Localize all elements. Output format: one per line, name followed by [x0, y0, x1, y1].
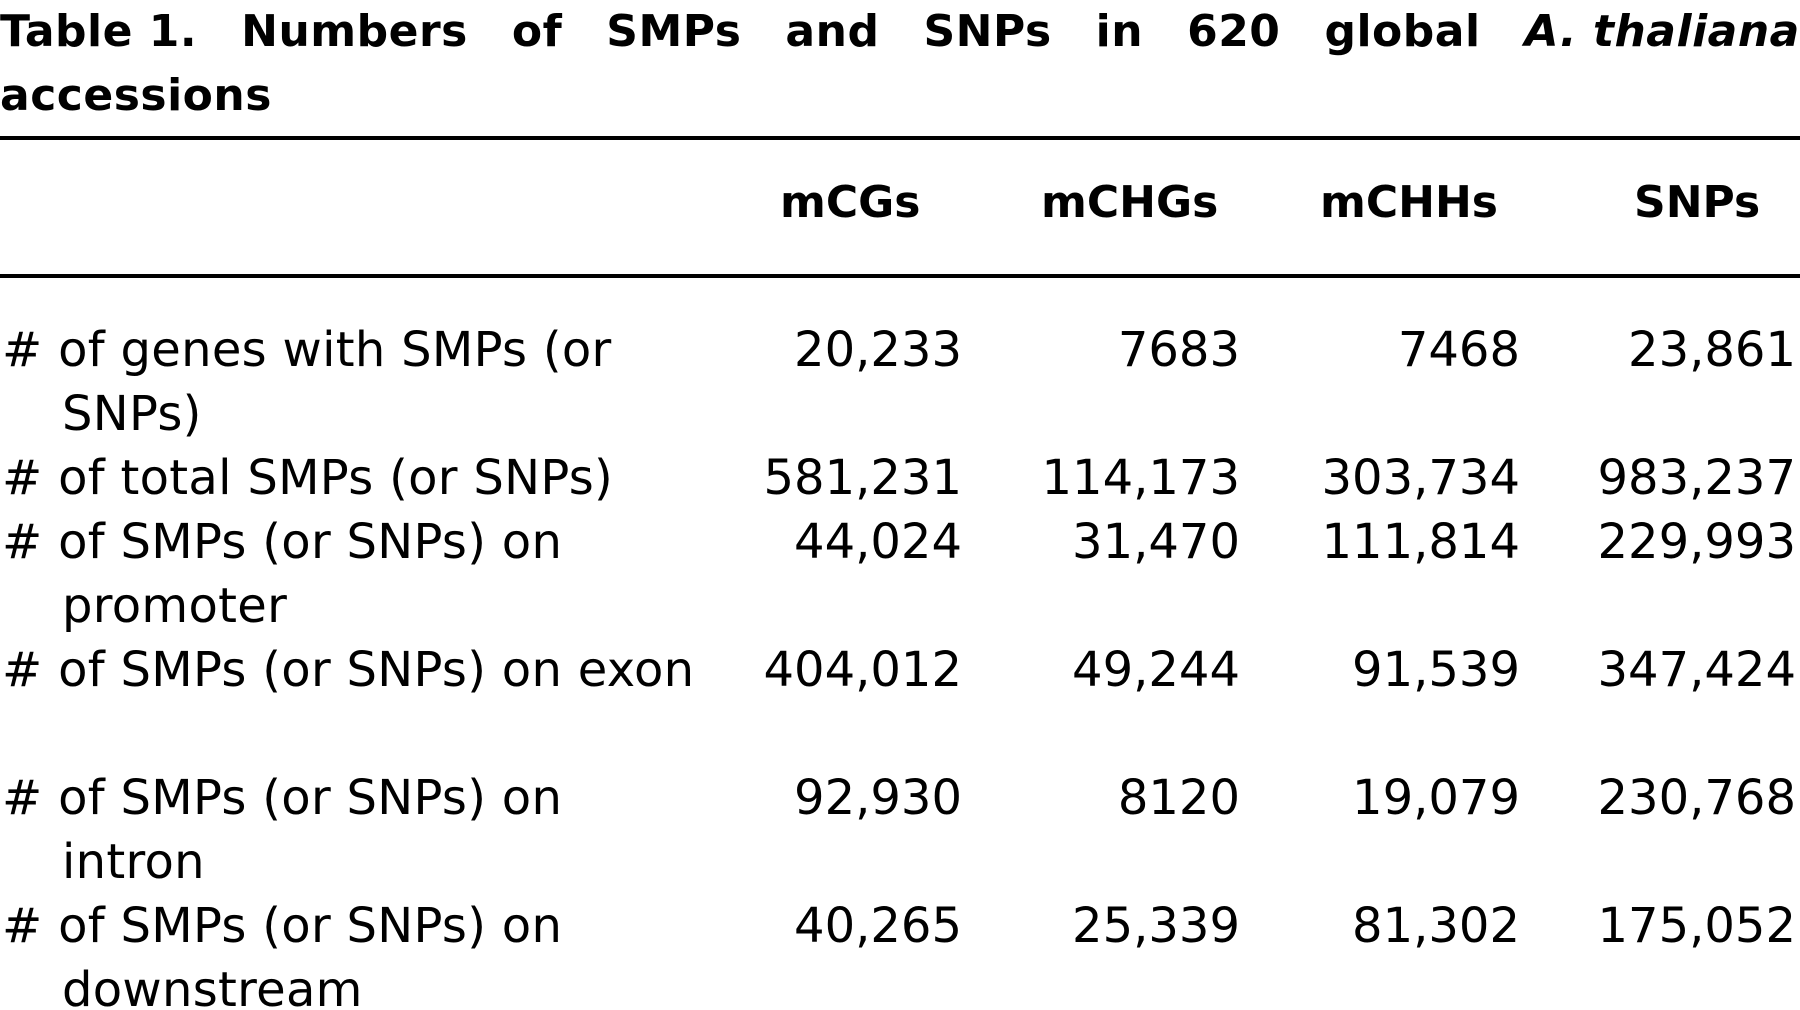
cell-mchgs: 8120	[1117, 770, 1240, 826]
cell-mchgs: 7683	[1117, 322, 1240, 378]
top-rule	[0, 136, 1800, 140]
caption-species: A. thaliana	[1524, 6, 1800, 57]
cell-mchgs: 31,470	[1072, 514, 1240, 570]
row-label: # of SMPs (or SNPs) on intron	[2, 770, 563, 890]
caption-word: 620	[1187, 6, 1281, 57]
header-rule	[0, 274, 1800, 278]
cell-mcgs: 40,265	[794, 898, 962, 954]
cell-mchhs: 81,302	[1352, 898, 1520, 954]
caption-word: SNPs	[923, 6, 1052, 57]
caption-word: of	[511, 6, 563, 57]
cell-snps: 347,424	[1597, 642, 1797, 698]
cell-mchgs: 25,339	[1072, 898, 1240, 954]
cell-mcgs: 44,024	[794, 514, 962, 570]
caption-word: and	[785, 6, 880, 57]
caption-label: Table 1.	[0, 6, 198, 57]
cell-snps: 983,237	[1597, 450, 1797, 506]
cell-snps: 175,052	[1597, 898, 1797, 954]
caption-line-1: Table 1. Numbers of SMPs and SNPs in 620…	[0, 0, 1800, 64]
cell-snps: 23,861	[1628, 322, 1796, 378]
cell-mchgs: 114,173	[1041, 450, 1241, 506]
column-header-mcgs: mCGs	[780, 177, 921, 228]
column-header-mchgs: mCHGs	[1041, 177, 1219, 228]
cell-mcgs: 92,930	[794, 770, 962, 826]
cell-mcgs: 20,233	[794, 322, 962, 378]
cell-mchhs: 19,079	[1352, 770, 1520, 826]
table-caption: Table 1. Numbers of SMPs and SNPs in 620…	[0, 0, 1800, 128]
row-label: # of SMPs (or SNPs) on downstream	[2, 898, 563, 1010]
cell-mcgs: 581,231	[763, 450, 963, 506]
caption-line-2: accessions	[0, 70, 272, 121]
cell-mchgs: 49,244	[1072, 642, 1240, 698]
column-header-snps: SNPs	[1634, 177, 1761, 228]
row-label: # of genes with SMPs (or SNPs)	[2, 322, 612, 442]
column-header-mchhs: mCHHs	[1320, 177, 1498, 228]
cell-mchhs: 111,814	[1321, 514, 1521, 570]
cell-mcgs: 404,012	[763, 642, 963, 698]
cell-mchhs: 91,539	[1352, 642, 1520, 698]
cell-snps: 230,768	[1597, 770, 1797, 826]
caption-word: global	[1324, 6, 1481, 57]
cell-snps: 229,993	[1597, 514, 1797, 570]
caption-word: SMPs	[606, 6, 742, 57]
caption-word: in	[1095, 6, 1144, 57]
row-label: # of total SMPs (or SNPs)	[2, 450, 614, 506]
cell-mchhs: 7468	[1397, 322, 1520, 378]
caption-word: Numbers	[241, 6, 468, 57]
row-label: # of SMPs (or SNPs) on exon	[2, 642, 695, 698]
row-label: # of SMPs (or SNPs) on promoter	[2, 514, 563, 634]
cell-mchhs: 303,734	[1321, 450, 1521, 506]
